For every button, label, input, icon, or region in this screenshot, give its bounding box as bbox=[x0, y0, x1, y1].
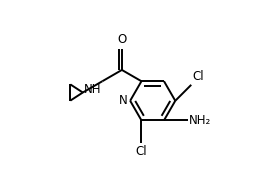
Text: O: O bbox=[117, 33, 126, 46]
Text: NH₂: NH₂ bbox=[189, 114, 211, 127]
Text: N: N bbox=[119, 94, 128, 107]
Text: NH: NH bbox=[84, 83, 101, 96]
Text: Cl: Cl bbox=[193, 70, 205, 83]
Text: Cl: Cl bbox=[136, 145, 147, 158]
